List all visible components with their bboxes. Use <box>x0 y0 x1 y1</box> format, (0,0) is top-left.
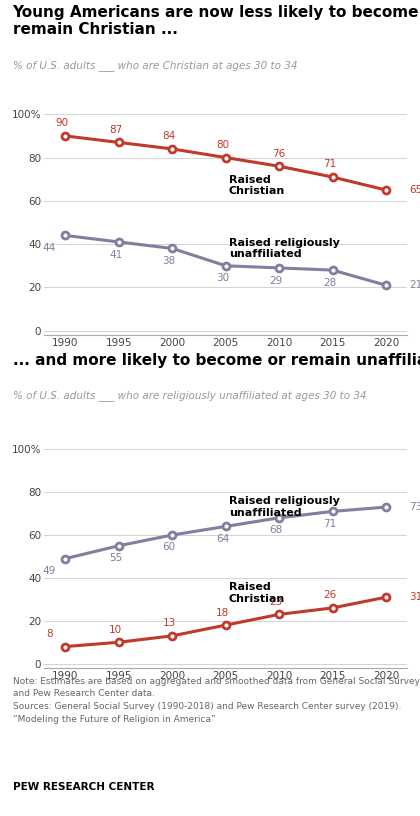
Text: 64: 64 <box>216 534 229 544</box>
Text: 44: 44 <box>43 243 56 253</box>
Text: ... and more likely to become or remain unaffiliated: ... and more likely to become or remain … <box>13 353 420 368</box>
Text: 68: 68 <box>269 526 283 535</box>
Text: 38: 38 <box>163 256 176 266</box>
Text: Note: Estimates are based on aggregated and smoothed data from General Social Su: Note: Estimates are based on aggregated … <box>13 677 420 724</box>
Text: Raised religiously
unaffiliated: Raised religiously unaffiliated <box>229 237 340 259</box>
Text: % of U.S. adults ___ who are religiously unaffiliated at ages 30 to 34: % of U.S. adults ___ who are religiously… <box>13 390 366 401</box>
Text: 8: 8 <box>46 629 53 639</box>
Text: Raised
Christian: Raised Christian <box>229 582 285 604</box>
Text: 84: 84 <box>163 131 176 141</box>
Text: Young Americans are now less likely to become or
remain Christian ...: Young Americans are now less likely to b… <box>13 5 420 38</box>
Text: 26: 26 <box>323 591 336 601</box>
Text: 21: 21 <box>410 280 420 290</box>
Text: 65: 65 <box>410 185 420 195</box>
Text: Raised religiously
unaffiliated: Raised religiously unaffiliated <box>229 496 340 518</box>
Text: 60: 60 <box>163 543 176 552</box>
Text: 49: 49 <box>43 566 56 576</box>
Text: 28: 28 <box>323 277 336 288</box>
Text: PEW RESEARCH CENTER: PEW RESEARCH CENTER <box>13 782 154 792</box>
Text: 73: 73 <box>410 502 420 512</box>
Text: 90: 90 <box>56 118 69 128</box>
Text: 18: 18 <box>216 608 229 618</box>
Text: 55: 55 <box>109 553 122 563</box>
Text: 71: 71 <box>323 519 336 529</box>
Text: 80: 80 <box>216 140 229 150</box>
Text: 23: 23 <box>269 596 283 607</box>
Text: 30: 30 <box>216 273 229 283</box>
Text: 10: 10 <box>109 625 122 635</box>
Text: 29: 29 <box>269 276 283 286</box>
Text: 31: 31 <box>410 592 420 602</box>
Text: 76: 76 <box>273 149 286 158</box>
Text: 87: 87 <box>109 125 122 135</box>
Text: 41: 41 <box>109 250 122 259</box>
Text: 71: 71 <box>323 159 336 170</box>
Text: Raised
Christian: Raised Christian <box>229 175 285 197</box>
Text: % of U.S. adults ___ who are Christian at ages 30 to 34: % of U.S. adults ___ who are Christian a… <box>13 60 297 71</box>
Text: 13: 13 <box>163 619 176 628</box>
